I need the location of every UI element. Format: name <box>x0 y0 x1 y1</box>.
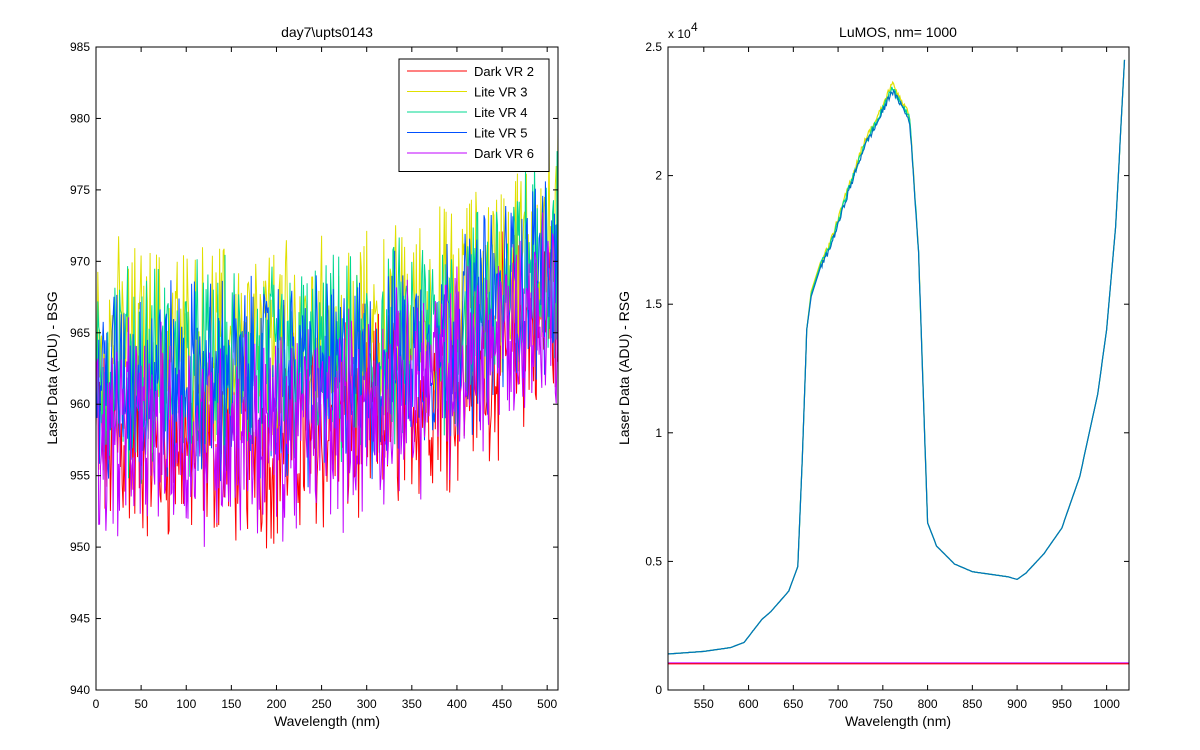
x-tick-label-0-1: 50 <box>134 697 148 711</box>
left-plot-xlabel: Wavelength (nm) <box>274 713 380 729</box>
left-plot-title: day7\upts0143 <box>281 24 373 40</box>
x-tick-label-0-6: 300 <box>357 697 377 711</box>
y-tick-label-0-6: 970 <box>70 254 90 268</box>
y-tick-label-0-1: 945 <box>70 612 90 626</box>
series-line-0-4 <box>95 212 559 547</box>
series-line-0-3 <box>95 181 559 488</box>
x-tick-label-0-0: 0 <box>93 697 100 711</box>
right-plot-exponent-label: x 10 <box>668 27 691 41</box>
legend-label-1: Lite VR 3 <box>474 85 527 100</box>
legend-label-4: Dark VR 6 <box>474 146 534 161</box>
y-tick-label-0-2: 950 <box>70 540 90 554</box>
x-tick-label-1-3: 700 <box>828 697 848 711</box>
x-tick-label-1-6: 850 <box>962 697 982 711</box>
right-plot: 550 600 650 700 750 800 850 900 950 1000 0 0.5 1 1.5 2… <box>616 20 1130 729</box>
left-plot-ylabel: Laser Data (ADU) - BSG <box>44 291 60 444</box>
x-tick-label-0-4: 200 <box>266 697 286 711</box>
legend-label-3: Lite VR 5 <box>474 126 527 141</box>
x-tick-label-1-4: 750 <box>873 697 893 711</box>
y-tick-label-1-1: 0.5 <box>645 554 662 568</box>
x-tick-label-1-0: 550 <box>694 697 714 711</box>
x-tick-label-0-7: 350 <box>402 697 422 711</box>
y-tick-label-1-3: 1.5 <box>645 297 662 311</box>
y-tick-label-0-7: 975 <box>70 183 90 197</box>
x-tick-label-1-7: 900 <box>1007 697 1027 711</box>
x-tick-label-1-9: 1000 <box>1093 697 1120 711</box>
x-tick-label-0-8: 400 <box>447 697 467 711</box>
y-tick-label-1-5: 2.5 <box>645 40 662 54</box>
legend-label-2: Lite VR 4 <box>474 105 527 120</box>
y-tick-label-1-0: 0 <box>655 683 662 697</box>
right-plot-title: LuMOS, nm= 1000 <box>839 24 957 40</box>
left-plot-series <box>95 132 559 549</box>
y-tick-label-0-3: 955 <box>70 469 90 483</box>
left-plot: 0 50 100 150 200 250 300 350 400 450 500 940 945 950 9… <box>44 24 559 729</box>
y-tick-label-1-4: 2 <box>655 169 662 183</box>
x-tick-label-1-2: 650 <box>783 697 803 711</box>
y-tick-label-0-8: 980 <box>70 111 90 125</box>
x-tick-label-1-8: 950 <box>1052 697 1072 711</box>
y-tick-label-0-5: 965 <box>70 326 90 340</box>
x-tick-label-0-5: 250 <box>312 697 332 711</box>
x-tick-label-0-10: 500 <box>537 697 557 711</box>
right-plot-area <box>668 47 1129 690</box>
left-plot-frame <box>95 46 559 691</box>
right-plot-exponent-power: 4 <box>691 20 698 34</box>
left-plot-legend: Dark VR 2 Lite VR 3 Lite VR 4 Lite VR 5 Dark… <box>398 58 550 172</box>
right-plot-ylabel: Laser Data (ADU) - RSG <box>616 291 632 445</box>
x-tick-label-0-9: 450 <box>492 697 512 711</box>
right-plot-ticks: 550 600 650 700 750 800 850 900 950 1000 0 0.5 1 1.5 2… <box>645 40 1129 711</box>
x-tick-label-1-1: 600 <box>739 697 759 711</box>
x-tick-label-0-3: 150 <box>221 697 241 711</box>
y-tick-label-0-0: 940 <box>70 683 90 697</box>
y-tick-label-1-2: 1 <box>655 426 662 440</box>
right-plot-xlabel: Wavelength (nm) <box>845 713 951 729</box>
series-line-1-2 <box>667 59 1126 655</box>
x-tick-label-1-5: 800 <box>918 697 938 711</box>
right-plot-frame <box>667 46 1130 691</box>
right-plot-series <box>667 59 1129 665</box>
x-tick-label-0-2: 100 <box>176 697 196 711</box>
legend-label-0: Dark VR 2 <box>474 64 534 79</box>
y-tick-label-0-4: 960 <box>70 397 90 411</box>
left-plot-ticks: 0 50 100 150 200 250 300 350 400 450 500 940 945 950 9… <box>70 40 558 711</box>
y-tick-label-0-9: 985 <box>70 40 90 54</box>
